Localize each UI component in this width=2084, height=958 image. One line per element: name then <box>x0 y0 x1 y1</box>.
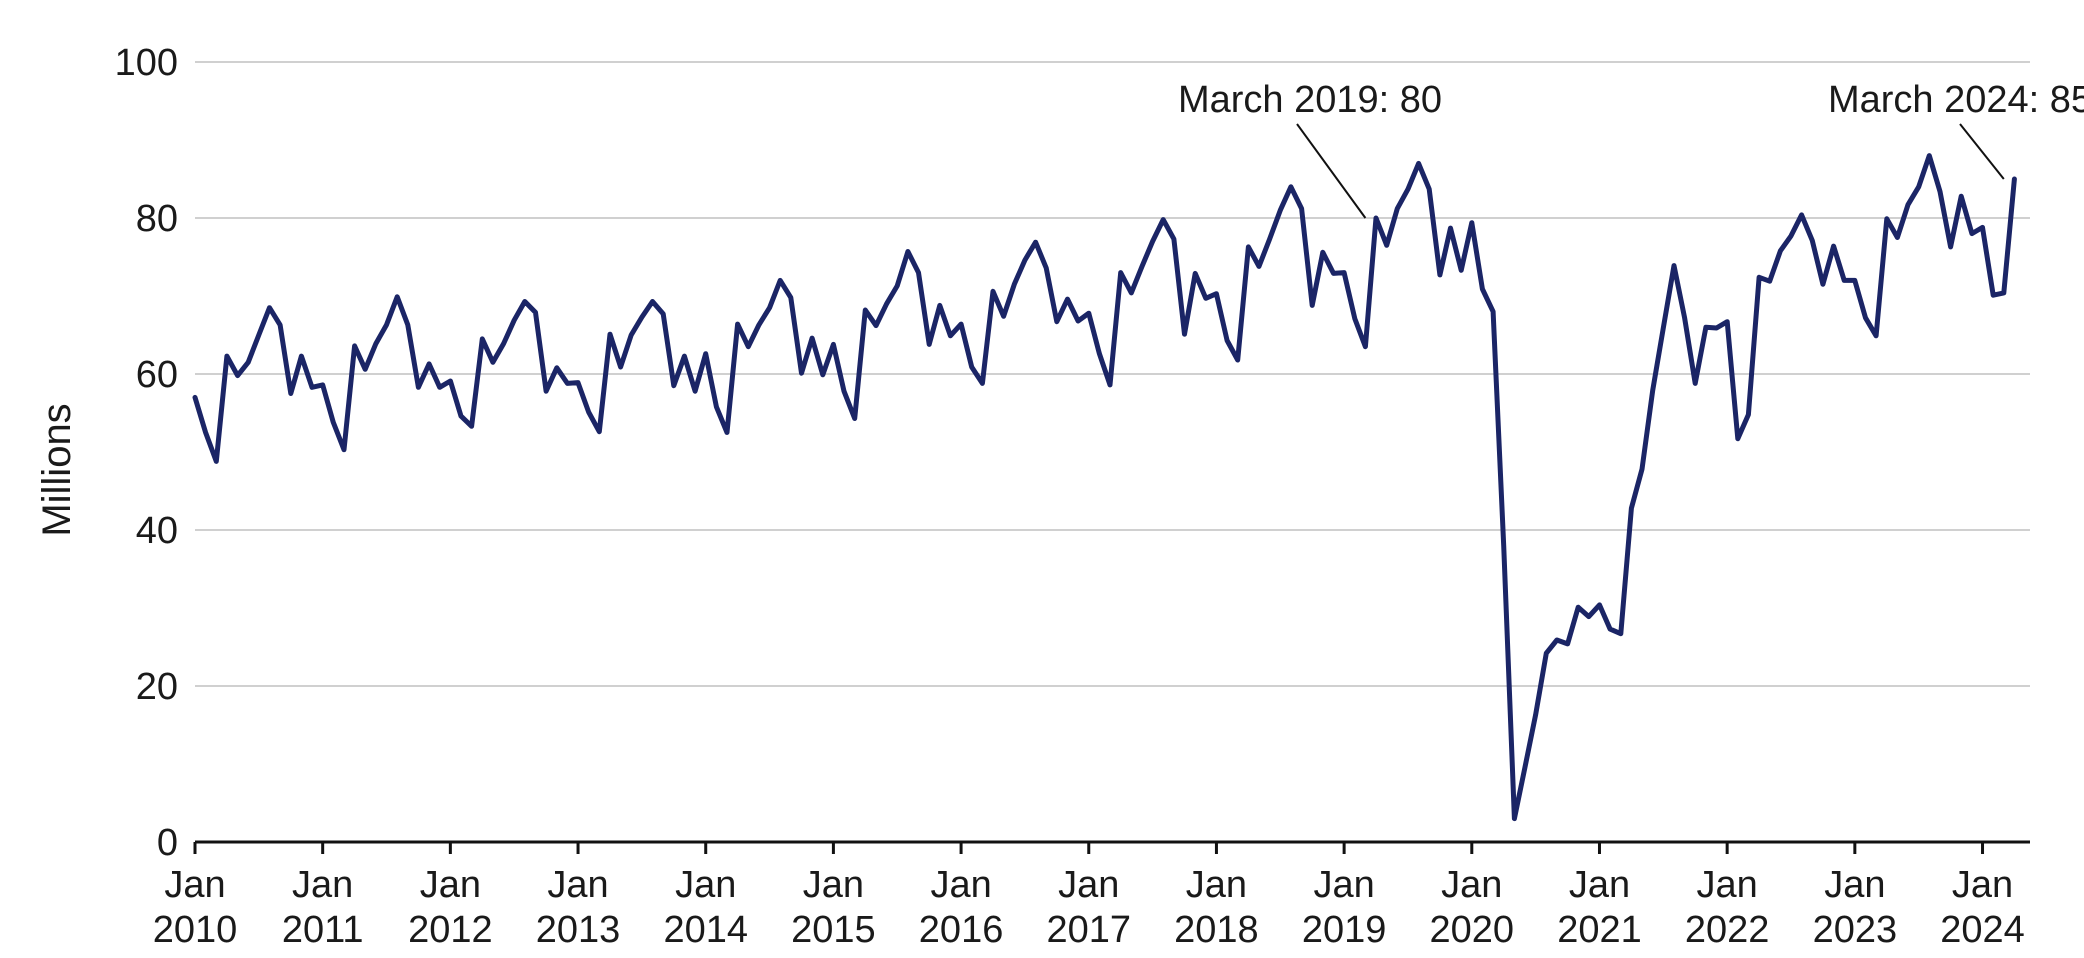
annotation-label: March 2024: 85 <box>1828 79 2084 121</box>
x-tick-label-month: Jan <box>547 864 608 906</box>
y-tick-label: 20 <box>136 666 178 708</box>
x-tick-label-month: Jan <box>1569 864 1630 906</box>
annotation-leader-line <box>1959 123 2005 180</box>
y-tick-label: 80 <box>136 198 178 240</box>
x-tick-label-month: Jan <box>164 864 225 906</box>
x-tick-label-month: Jan <box>930 864 991 906</box>
y-tick-label: 100 <box>115 42 178 84</box>
y-tick-label: 60 <box>136 354 178 396</box>
x-tick-label-year: 2010 <box>153 909 238 951</box>
y-axis-label: Millions <box>35 403 79 536</box>
x-tick-label-month: Jan <box>420 864 481 906</box>
x-tick-label-month: Jan <box>292 864 353 906</box>
x-tick-label-year: 2018 <box>1174 909 1259 951</box>
y-tick-label: 0 <box>157 822 178 864</box>
x-tick-label-month: Jan <box>1313 864 1374 906</box>
x-tick-label-year: 2015 <box>791 909 876 951</box>
x-tick-label-month: Jan <box>1697 864 1758 906</box>
x-tick-label-month: Jan <box>803 864 864 906</box>
x-tick-label-year: 2019 <box>1302 909 1387 951</box>
x-tick-label-month: Jan <box>1952 864 2013 906</box>
x-axis-ticks: Jan2010Jan2011Jan2012Jan2013Jan2014Jan20… <box>153 842 2025 951</box>
y-tick-label: 40 <box>136 510 178 552</box>
x-tick-label-year: 2017 <box>1046 909 1131 951</box>
annotation-label: March 2019: 80 <box>1178 79 1442 121</box>
x-tick-label-year: 2020 <box>1430 909 1515 951</box>
x-tick-label-year: 2014 <box>663 909 748 951</box>
x-tick-label-year: 2023 <box>1813 909 1898 951</box>
x-tick-label-year: 2024 <box>1940 909 2025 951</box>
annotation-leader-line <box>1296 123 1367 219</box>
x-tick-label-month: Jan <box>1058 864 1119 906</box>
x-tick-label-month: Jan <box>675 864 736 906</box>
y-axis-tick-labels: 0 20 40 60 80 100 <box>115 42 178 864</box>
series-line <box>192 153 2017 822</box>
x-tick-label-month: Jan <box>1824 864 1885 906</box>
x-tick-label-month: Jan <box>1441 864 1502 906</box>
x-tick-label-year: 2013 <box>536 909 621 951</box>
x-tick-label-year: 2012 <box>408 909 493 951</box>
x-tick-label-year: 2021 <box>1557 909 1642 951</box>
x-tick-label-year: 2016 <box>919 909 1004 951</box>
x-tick-label-year: 2022 <box>1685 909 1770 951</box>
x-tick-label-month: Jan <box>1186 864 1247 906</box>
x-tick-label-year: 2011 <box>282 909 364 951</box>
annotations: March 2019: 80 March 2024: 85 <box>1178 79 2084 219</box>
